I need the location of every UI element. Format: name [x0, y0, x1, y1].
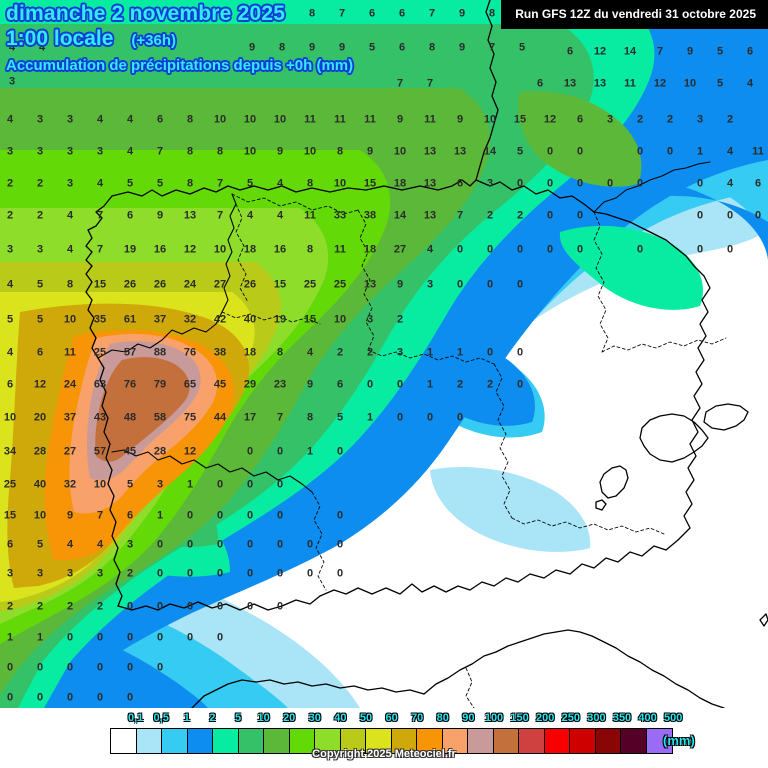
- legend-color-swatch[interactable]: [519, 729, 545, 753]
- legend-tick-label: 0,1: [127, 712, 144, 724]
- legend-tick-labels: 0,1 0,5 1 2 5 10 20 30 40 50 60 70 80 90 100 150 200 250 3…: [0, 712, 768, 728]
- formentera-outline: [595, 499, 607, 511]
- legend-color-swatch[interactable]: [366, 729, 392, 753]
- precip-bands: [0, 0, 768, 708]
- legend-color-swatch[interactable]: [417, 729, 443, 753]
- legend-tick-label: 5: [234, 712, 242, 724]
- legend-tick-label: 60: [385, 712, 398, 724]
- legend-color-swatch[interactable]: [264, 729, 290, 753]
- legend-color-swatch[interactable]: [646, 729, 673, 753]
- legend-unit-label: (mm): [663, 733, 695, 748]
- precipitation-contour-layer: [0, 0, 768, 708]
- legend-color-swatch[interactable]: [340, 729, 367, 753]
- legend-color-swatch[interactable]: [111, 729, 137, 753]
- copyright-text: Copyright 2025 Meteociel.fr: [312, 748, 456, 760]
- legend-tick-label: 350: [612, 712, 632, 724]
- ibiza-outline: [599, 465, 629, 499]
- legend-color-swatch[interactable]: [238, 729, 265, 753]
- legend-tick-label: 150: [510, 712, 529, 724]
- color-scale-legend: 0,1 0,5 1 2 5 10 20 30 40 50 60 70 80 90 100 150 200 250 3…: [0, 708, 768, 768]
- legend-tick-label: 100: [484, 712, 504, 724]
- legend-color-swatch[interactable]: [136, 729, 163, 753]
- legend-tick-label: 70: [411, 712, 424, 724]
- legend-tick-label: 90: [462, 712, 475, 724]
- legend-color-swatch[interactable]: [162, 729, 188, 753]
- legend-tick-label: 10: [257, 712, 270, 724]
- legend-tick-label: 200: [536, 712, 555, 724]
- legend-color-swatch[interactable]: [442, 729, 469, 753]
- map-canvas[interactable]: 6 5 7 7 8 7 6 6 7 9 8 6 4 4 9 8 9 9 5 6 8 9 7 5 6 12 14 7 9 5 6 3 7 7 6 13 1…: [0, 0, 768, 708]
- legend-tick-label: 250: [561, 712, 580, 724]
- menorca-outline: [703, 403, 749, 431]
- legend-color-swatch[interactable]: [289, 729, 316, 753]
- legend-color-swatch[interactable]: [570, 729, 596, 753]
- legend-color-swatch[interactable]: [621, 729, 647, 753]
- mallorca-outline: [639, 413, 709, 463]
- legend-color-swatch[interactable]: [544, 729, 571, 753]
- legend-tick-label: 1: [183, 712, 190, 724]
- legend-tick-label: 2: [209, 712, 216, 724]
- legend-color-swatch[interactable]: [391, 729, 418, 753]
- coastline-and-borders: [85, 0, 768, 708]
- legend-color-swatch[interactable]: [493, 729, 520, 753]
- legend-color-bar[interactable]: [110, 728, 674, 754]
- legend-color-swatch[interactable]: [595, 729, 622, 753]
- legend-tick-label: 80: [436, 712, 449, 724]
- legend-color-swatch[interactable]: [315, 729, 341, 753]
- legend-tick-label: 0,5: [153, 712, 169, 724]
- legend-tick-label: 30: [308, 712, 321, 724]
- legend-tick-label: 40: [334, 712, 347, 724]
- legend-color-swatch[interactable]: [187, 729, 214, 753]
- legend-tick-label: 50: [359, 712, 373, 724]
- legend-tick-label: 20: [283, 712, 296, 724]
- legend-color-swatch[interactable]: [213, 729, 239, 753]
- legend-tick-label: 300: [587, 712, 606, 724]
- legend-tick-label: 500: [664, 712, 683, 724]
- legend-tick-label: 400: [638, 712, 657, 724]
- legend-color-swatch[interactable]: [468, 729, 494, 753]
